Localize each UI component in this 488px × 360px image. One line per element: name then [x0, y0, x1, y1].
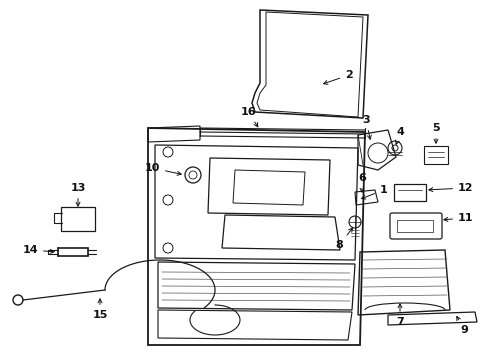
Text: 9: 9 [456, 316, 467, 335]
Text: 11: 11 [443, 213, 472, 223]
Text: 2: 2 [323, 70, 352, 84]
Text: 1: 1 [361, 185, 387, 199]
Text: 15: 15 [92, 299, 107, 320]
Text: 3: 3 [362, 115, 370, 139]
Text: 13: 13 [70, 183, 85, 206]
Text: 8: 8 [335, 228, 352, 250]
Text: 12: 12 [428, 183, 472, 193]
Text: 6: 6 [357, 173, 365, 192]
Text: 14: 14 [22, 245, 54, 255]
Text: 16: 16 [240, 107, 257, 127]
Text: 7: 7 [395, 304, 403, 327]
Text: 10: 10 [144, 163, 181, 175]
Text: 5: 5 [431, 123, 439, 143]
Text: 4: 4 [395, 127, 403, 144]
